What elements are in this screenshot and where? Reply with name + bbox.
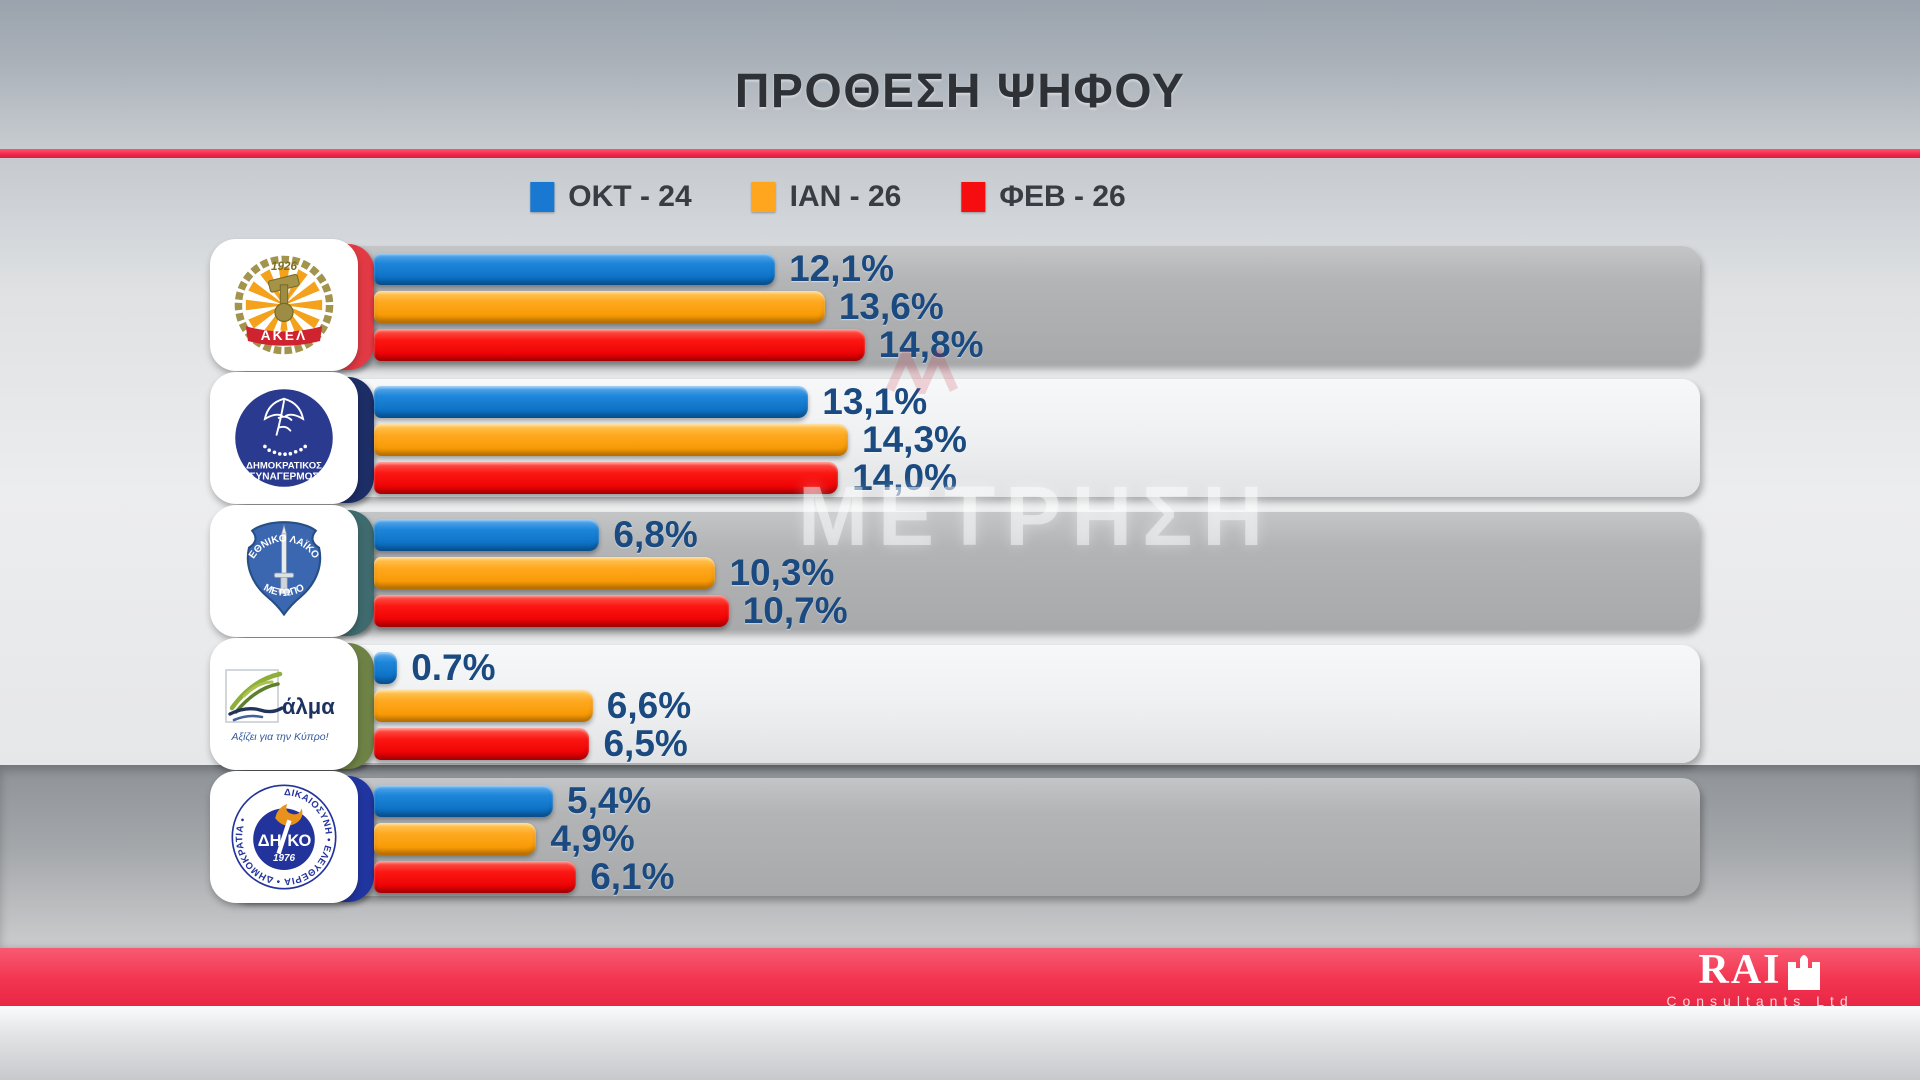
bar-alma-okt-24 (374, 652, 398, 684)
bar-elam-ian-26 (374, 557, 716, 589)
rai-brand-word: RAI (1698, 947, 1782, 994)
bar-line-okt-24: 13,1% (374, 381, 927, 422)
svg-text:ΔΗΜΟΚΡΑΤΙΚΟΣ: ΔΗΜΟΚΡΑΤΙΚΟΣ (246, 461, 322, 472)
bar-diko-fev-26 (374, 861, 577, 893)
svg-text:1976: 1976 (273, 853, 296, 864)
bar-line-okt-24: 12,1% (374, 248, 894, 289)
party-bars: 6,8% 10,3% 10,7% (374, 512, 1700, 631)
bar-elam-okt-24 (374, 519, 600, 551)
bar-disy-okt-24 (374, 386, 809, 418)
bar-line-fev-26: 6,5% (374, 723, 688, 764)
svg-text:ΜΕΤΩΠΟ: ΜΕΤΩΠΟ (262, 582, 307, 599)
bar-line-ian-26: 4,9% (374, 818, 635, 859)
bar-line-fev-26: 14,0% (374, 457, 957, 498)
svg-text:ΚΟ: ΚΟ (287, 832, 311, 850)
svg-text:ΑΚΕΛ: ΑΚΕΛ (261, 328, 308, 343)
party-row-diko: ΔΙΚΑΙΟΣΥΝΗ • ΕΛΕΥΘΕΡΙΑ • ΔΗΜΟΚΡΑΤΙΑ • ΔΗ… (210, 771, 1700, 903)
bar-line-ian-26: 6,6% (374, 685, 691, 726)
bar-value-label: 10,7% (742, 590, 848, 631)
legend-swatch-fev-26 (961, 182, 986, 212)
bar-value-label: 14,3% (862, 419, 967, 460)
bar-line-fev-26: 14,8% (374, 324, 984, 365)
legend-item-ian-26: ΙΑΝ - 26 (751, 180, 902, 214)
bar-akel-okt-24 (374, 253, 776, 285)
bar-value-label: 10,3% (729, 552, 835, 593)
footer-band (0, 948, 1920, 1006)
page-title: ΠΡΟΘΕΣΗ ΨΗΦΟΥ (734, 65, 1186, 118)
bar-line-ian-26: 10,3% (374, 552, 834, 593)
party-logo-tile-alma: άλμα Αξίζει για την Κύπρο! (210, 638, 358, 770)
chart-legend: ΟΚΤ - 24 ΙΑΝ - 26 ΦΕΒ - 26 (530, 180, 1126, 214)
elam-logo: ΕΘΝΙΚΟ ΛΑΪΚΟ ΜΕΤΩΠΟ (246, 521, 322, 617)
legend-swatch-okt-24 (530, 182, 555, 212)
bar-disy-ian-26 (374, 424, 849, 456)
bar-alma-ian-26 (374, 690, 593, 722)
party-logo-tile-akel: 1926 ΑΚΕΛ (210, 239, 358, 371)
bar-line-fev-26: 10,7% (374, 590, 848, 631)
disy-logo: ΔΗΜΟΚΡΑΤΙΚΟΣ ΣΥΝΑΓΕΡΜΟΣ (235, 389, 333, 487)
party-row-elam: ΕΘΝΙΚΟ ΛΑΪΚΟ ΜΕΤΩΠΟ 6,8% 10,3% 10,7% (210, 505, 1700, 637)
bar-value-label: 13,1% (822, 381, 928, 422)
party-bars: 5,4% 4,9% 6,1% (374, 778, 1700, 897)
party-rows: 1926 ΑΚΕΛ 12,1% 13,6% 14,8% ΔΗΜΟΚΡΑΤΙΚΟΣ Σ… (210, 239, 1700, 911)
header-divider-line (0, 149, 1920, 158)
bar-disy-fev-26 (374, 462, 839, 494)
bar-line-fev-26: 6,1% (374, 856, 675, 897)
legend-item-fev-26: ΦΕΒ - 26 (961, 180, 1126, 214)
legend-label: ΦΕΒ - 26 (999, 180, 1126, 213)
alma-logo: άλμα Αξίζει για την Κύπρο! (225, 669, 335, 743)
bar-value-label: 5,4% (567, 780, 652, 821)
bar-value-label: 14,8% (878, 324, 984, 365)
rai-building-icon (1787, 955, 1820, 990)
bar-value-label: 4,9% (550, 818, 635, 859)
bar-value-label: 13,6% (838, 286, 944, 327)
bar-line-okt-24: 6,8% (374, 514, 698, 555)
legend-swatch-ian-26 (751, 182, 776, 212)
bar-line-ian-26: 14,3% (374, 419, 967, 460)
bar-diko-ian-26 (374, 823, 537, 855)
rai-brand-subtitle: Consultants Ltd (1666, 993, 1854, 1009)
party-bars: 0.7% 6,6% 6,5% (374, 645, 1700, 764)
party-row-akel: 1926 ΑΚΕΛ 12,1% 13,6% 14,8% (210, 239, 1700, 371)
bar-line-ian-26: 13,6% (374, 286, 944, 327)
party-bars: 13,1% 14,3% 14,0% (374, 379, 1700, 498)
bar-value-label: 6,6% (606, 685, 692, 726)
bar-elam-fev-26 (374, 595, 729, 627)
svg-text:άλμα: άλμα (282, 694, 335, 719)
bar-value-label: 6,8% (613, 514, 698, 555)
bar-value-label: 0.7% (411, 647, 496, 688)
bar-alma-fev-26 (374, 728, 590, 760)
svg-text:ΔΗ: ΔΗ (258, 832, 282, 850)
svg-text:ΣΥΝΑΓΕΡΜΟΣ: ΣΥΝΑΓΕΡΜΟΣ (249, 471, 318, 482)
legend-item-okt-24: ΟΚΤ - 24 (530, 180, 692, 214)
rai-consultants-logo: RAI Consultants Ltd (1630, 947, 1890, 1009)
bar-value-label: 6,5% (603, 723, 688, 764)
bar-diko-okt-24 (374, 785, 553, 817)
legend-label: ΙΑΝ - 26 (789, 180, 902, 213)
bottom-light-band (0, 1006, 1920, 1080)
bar-akel-fev-26 (374, 329, 865, 361)
bar-line-okt-24: 0.7% (374, 647, 496, 688)
bar-value-label: 6,1% (590, 856, 675, 897)
akel-logo: 1926 ΑΚΕΛ (234, 255, 334, 355)
header-background-band (0, 0, 1920, 149)
party-row-alma: άλμα Αξίζει για την Κύπρο! 0.7% 6,6% 6,5% (210, 638, 1700, 770)
bar-akel-ian-26 (374, 291, 825, 323)
svg-text:Αξίζει για την Κύπρο!: Αξίζει για την Κύπρο! (230, 731, 328, 743)
diko-logo: ΔΙΚΑΙΟΣΥΝΗ • ΕΛΕΥΘΕΡΙΑ • ΔΗΜΟΚΡΑΤΙΑ • ΔΗ… (231, 784, 337, 890)
party-bars: 12,1% 13,6% 14,8% (374, 246, 1700, 365)
party-row-disy: ΔΗΜΟΚΡΑΤΙΚΟΣ ΣΥΝΑΓΕΡΜΟΣ 13,1% 14,3% 14,0% (210, 372, 1700, 504)
party-logo-tile-diko: ΔΙΚΑΙΟΣΥΝΗ • ΕΛΕΥΘΕΡΙΑ • ΔΗΜΟΚΡΑΤΙΑ • ΔΗ… (210, 771, 358, 903)
legend-label: ΟΚΤ - 24 (568, 180, 692, 213)
svg-text:1926: 1926 (271, 260, 297, 273)
bar-line-okt-24: 5,4% (374, 780, 651, 821)
party-logo-tile-disy: ΔΗΜΟΚΡΑΤΙΚΟΣ ΣΥΝΑΓΕΡΜΟΣ (210, 372, 358, 504)
bar-value-label: 12,1% (789, 248, 895, 289)
party-logo-tile-elam: ΕΘΝΙΚΟ ΛΑΪΚΟ ΜΕΤΩΠΟ (210, 505, 358, 637)
bar-value-label: 14,0% (852, 457, 958, 498)
